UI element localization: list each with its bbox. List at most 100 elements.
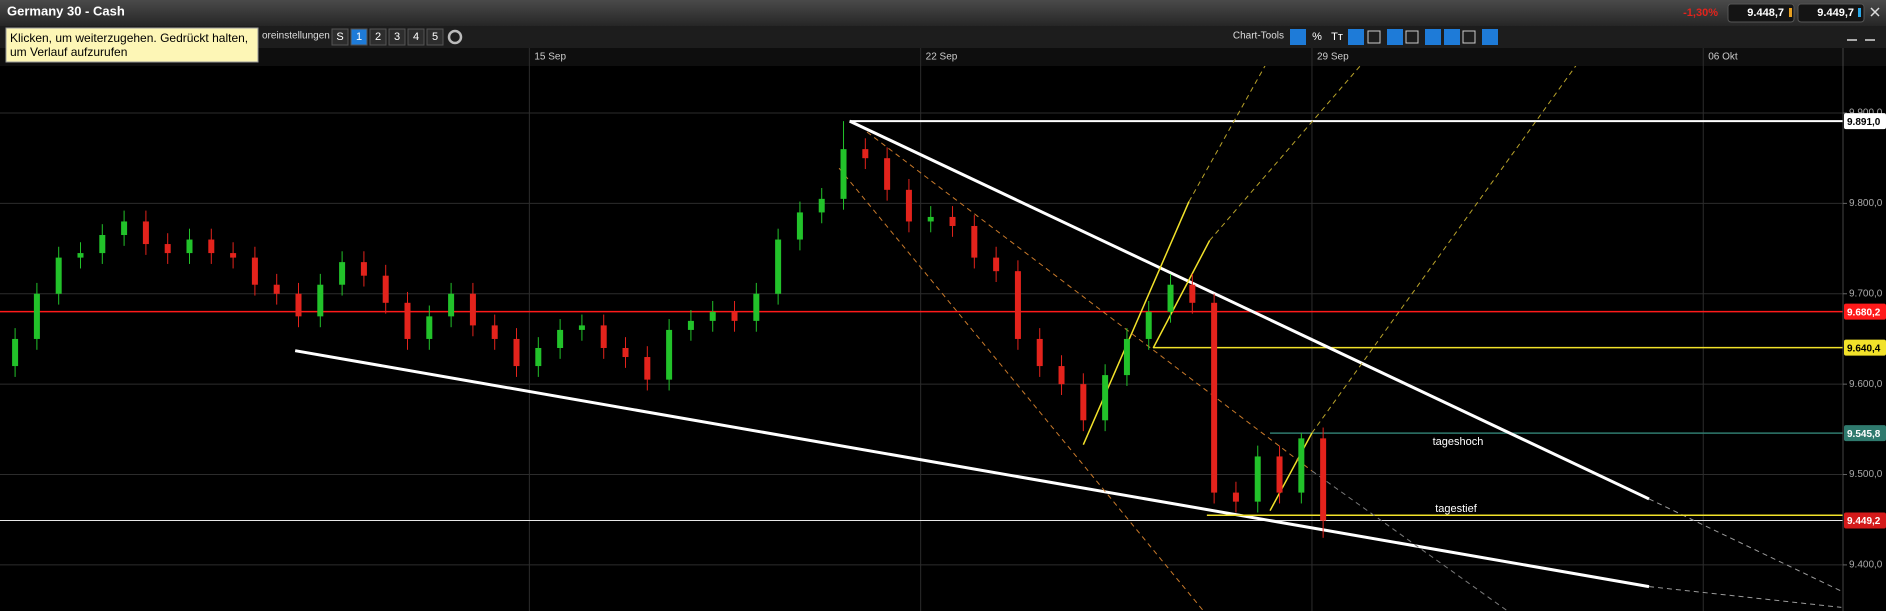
ask-price: 9.449,7 — [1817, 7, 1854, 19]
candle-body — [557, 329, 564, 348]
bid-box[interactable] — [1727, 3, 1795, 23]
change: -1,30% — [1683, 7, 1718, 19]
tool-icon[interactable] — [1444, 29, 1460, 45]
tool-text[interactable]: % — [1312, 31, 1322, 43]
candle-body — [513, 338, 520, 367]
level-label: 9.640,4 — [1847, 343, 1881, 354]
close-icon[interactable] — [1870, 7, 1880, 17]
candle-body — [12, 338, 19, 367]
candle-body — [796, 212, 803, 240]
candle-body — [360, 262, 367, 276]
candle-body — [404, 302, 411, 339]
candle-body — [1189, 284, 1196, 303]
candle-body — [1298, 438, 1305, 493]
settings-icon[interactable] — [447, 29, 463, 45]
candle-body — [622, 347, 629, 358]
title-bar — [0, 0, 1886, 26]
bid-arrow — [1789, 8, 1792, 17]
range-button[interactable] — [369, 28, 387, 46]
level-box — [1844, 339, 1886, 356]
candle-body — [818, 198, 825, 213]
candle-body — [1276, 456, 1283, 493]
candle-body — [448, 293, 455, 317]
x-tick-label: 22 Sep — [926, 52, 958, 63]
tool-icon[interactable] — [1462, 30, 1476, 44]
range-button-label[interactable]: 4 — [413, 31, 419, 43]
annotation: tagestief — [1435, 503, 1478, 515]
candle-body — [491, 325, 498, 339]
candle-body — [1102, 375, 1109, 421]
tool-icon[interactable] — [1367, 30, 1381, 44]
candle-body — [1123, 338, 1130, 376]
candle-body — [884, 158, 891, 190]
level-box — [1844, 512, 1886, 529]
y-tick-label: 9.600,0 — [1849, 379, 1883, 390]
range-button[interactable] — [426, 28, 444, 46]
range-button[interactable] — [388, 28, 406, 46]
level-box — [1844, 425, 1886, 442]
range-button-label[interactable]: S — [336, 31, 343, 43]
candle-body — [1211, 302, 1218, 493]
trendline — [1152, 240, 1211, 349]
candle-body — [840, 149, 847, 199]
candle-body — [426, 316, 433, 339]
trendline — [1311, 470, 1508, 611]
candle-body — [993, 257, 1000, 272]
candle-body — [578, 325, 585, 330]
ask-box[interactable] — [1797, 3, 1865, 23]
candle-body — [1014, 271, 1021, 339]
candle-body — [77, 253, 84, 258]
range-button[interactable] — [331, 28, 349, 46]
candle-body — [164, 244, 171, 254]
presets-label[interactable]: oreinstellungen — [262, 31, 330, 42]
candle-body — [339, 262, 346, 285]
bid-price: 9.448,7 — [1747, 7, 1784, 19]
candle-body — [1254, 456, 1261, 502]
range-button[interactable] — [407, 28, 425, 46]
tooltip-text: Klicken, um weiterzugehen. Gedrückt halt… — [10, 31, 248, 45]
tool-icon[interactable] — [1405, 30, 1419, 44]
candle-body — [295, 293, 302, 317]
tool-icon[interactable] — [1290, 29, 1306, 45]
range-button[interactable] — [350, 28, 368, 46]
candle-body — [469, 293, 476, 326]
tool-text[interactable]: Tт — [1331, 31, 1343, 43]
range-button-label[interactable]: 2 — [375, 31, 381, 43]
trendline — [1188, 66, 1266, 202]
grid: 15 Sep 22 Sep 29 Sep 06 Okt — [0, 48, 1843, 611]
candle-body — [1232, 492, 1239, 502]
level-label: 9.891,0 — [1847, 117, 1881, 128]
tool-icon[interactable] — [1482, 29, 1498, 45]
candle-body — [1058, 366, 1065, 385]
candle-body — [1320, 438, 1327, 521]
trendline — [849, 119, 1650, 501]
candle-body — [1080, 384, 1087, 421]
candle-body — [862, 149, 869, 159]
tool-icon[interactable] — [1425, 29, 1441, 45]
candle-body — [1145, 311, 1152, 339]
tooltip — [5, 27, 259, 63]
level-box — [1844, 303, 1886, 320]
range-button-label[interactable]: 5 — [432, 31, 438, 43]
tools-label: Chart-Tools — [1233, 31, 1284, 42]
window-title: Germany 30 - Cash — [7, 3, 125, 18]
candle-body — [775, 239, 782, 294]
price-axis-labels: 9.400,09.500,09.600,09.700,09.800,09.900… — [1843, 108, 1886, 571]
tool-icon[interactable] — [1387, 29, 1403, 45]
y-tick-label: 9.400,0 — [1849, 560, 1883, 571]
plot-area: tageshoch tagestief — [0, 66, 1843, 611]
candle-body — [33, 293, 40, 339]
range-button-label[interactable]: 1 — [356, 31, 362, 43]
level-label: 9.680,2 — [1847, 307, 1881, 318]
tool-icon[interactable] — [1348, 29, 1364, 45]
candle-body — [121, 221, 128, 236]
y-tick-label: 9.700,0 — [1849, 288, 1883, 299]
range-buttons: S 1 2 3 4 5 — [331, 28, 444, 46]
range-button-label[interactable]: 3 — [394, 31, 400, 43]
y-tick-label: 9.500,0 — [1849, 469, 1883, 480]
x-tick-label: 06 Okt — [1708, 52, 1738, 63]
candle-body — [142, 221, 149, 245]
candle-body — [927, 216, 934, 222]
level-label: 9.545,8 — [1847, 429, 1881, 440]
candle-body — [186, 239, 193, 254]
